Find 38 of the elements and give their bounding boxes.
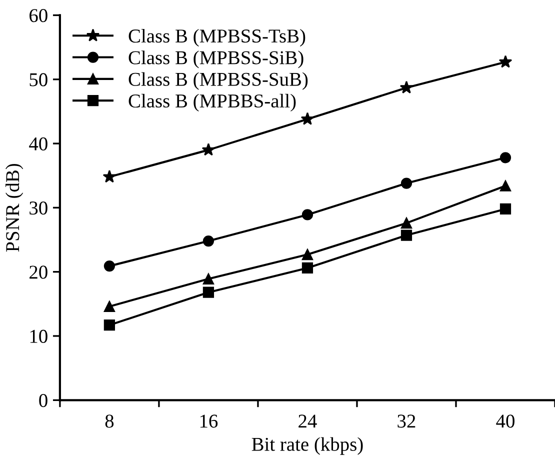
point [104,300,115,312]
legend-label: Class B (MPBSS-TsB) [128,28,306,47]
x-tick-label: 8 [105,414,114,428]
point [500,180,512,192]
y-tick-label: 60 [30,9,48,22]
point [400,80,414,94]
point [302,262,314,274]
point [300,112,314,125]
point [104,320,115,331]
x-axis-title: Bit rate (kbps) [252,437,363,455]
y-axis-title: PSNR (dB) [6,164,24,252]
point [400,230,412,241]
point [302,209,314,220]
legend-label: Class B (MPBSS-SiB) [128,50,304,68]
point [104,260,115,272]
point [500,203,512,215]
y-tick-label: 10 [30,330,48,343]
point [202,273,214,284]
point [202,286,214,298]
point [102,170,116,183]
point [302,248,314,260]
point [400,218,412,229]
y-tick-label: 20 [30,266,48,279]
x-tick-label: 40 [496,414,514,428]
point [500,152,512,164]
point [202,142,216,156]
y-tick-label: 40 [29,137,48,150]
point [400,178,412,189]
point [202,235,214,247]
point [498,55,512,68]
legend-label: Class B (MPBBS-all) [128,94,296,112]
y-tick-label: 30 [30,201,48,215]
x-tick-label: 16 [200,414,218,428]
x-tick-label: 32 [398,414,416,428]
y-tick-label: 50 [30,73,48,86]
x-tick-label: 24 [298,414,317,428]
legend-label: Class B (MPBSS-SuB) [128,72,308,90]
y-tick-label: 0 [39,394,48,408]
